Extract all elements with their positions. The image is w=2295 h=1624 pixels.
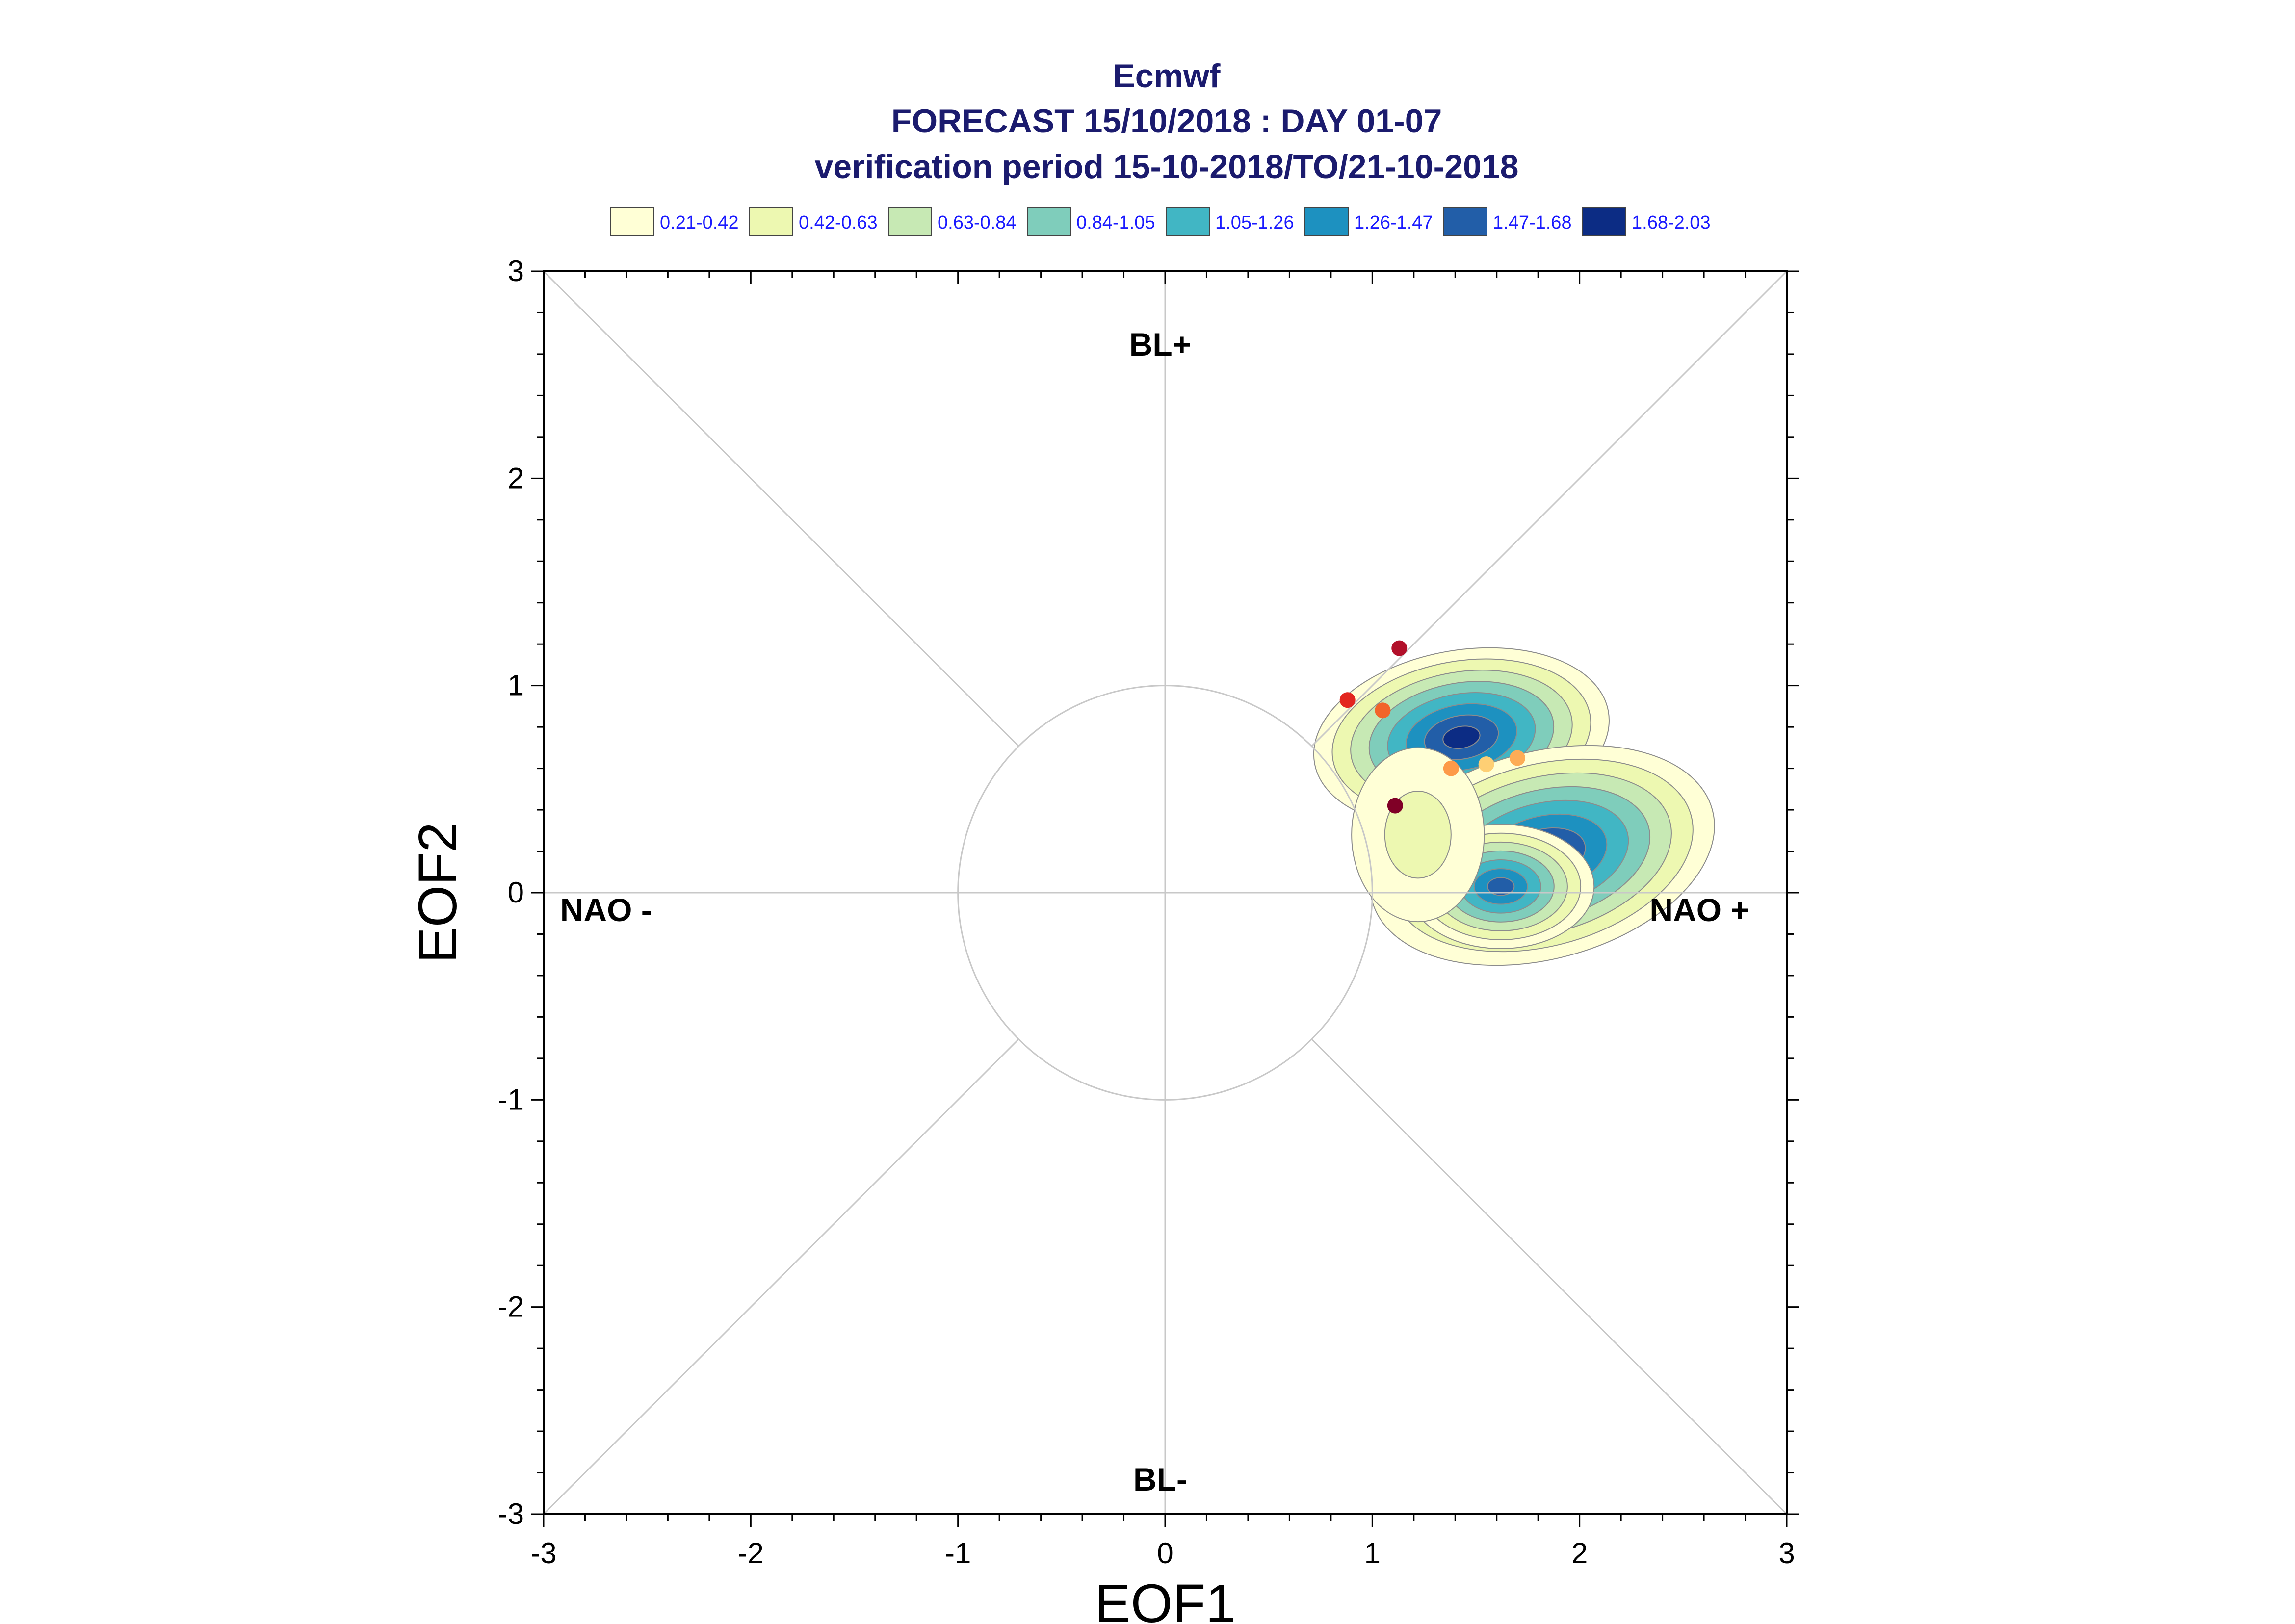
density-contour-level [1442, 725, 1481, 749]
legend-swatch [888, 207, 932, 236]
legend-swatch [1304, 207, 1349, 236]
plot-area: -3 -2 -1 0 1 2 3 -3 -2 -1 0 1 2 3 [498, 255, 1799, 1570]
legend-swatch [1443, 207, 1487, 236]
y-tick-label: -1 [498, 1083, 524, 1116]
member-point [1478, 756, 1494, 773]
member-point [1443, 760, 1459, 776]
legend-label: 0.21-0.42 [660, 212, 739, 233]
x-axis-label: EOF1 [1095, 1573, 1235, 1624]
y-axis-label: EOF2 [408, 822, 468, 963]
axis-ticks: -3 -2 -1 0 1 2 3 -3 -2 -1 0 1 2 3 [498, 255, 1799, 1570]
title-line-1: Ecmwf [1113, 57, 1221, 95]
unit-circle [957, 685, 1373, 1101]
x-tick-label: 0 [1157, 1537, 1173, 1570]
chart-title: Ecmwf FORECAST 15/10/2018 : DAY 01-07 ve… [814, 57, 1518, 185]
legend-swatch [1027, 207, 1071, 236]
x-tick-label: -1 [945, 1537, 971, 1570]
y-tick-label: 2 [508, 462, 524, 494]
title-line-2: FORECAST 15/10/2018 : DAY 01-07 [891, 103, 1442, 140]
y-tick-label: 3 [508, 255, 524, 287]
y-tick-label: 1 [508, 669, 524, 702]
legend-swatch [1582, 207, 1626, 236]
member-points [1339, 640, 1525, 814]
density-contours [1313, 647, 1715, 966]
guide-lines [543, 270, 1788, 1515]
legend-label: 1.68-2.03 [1632, 212, 1711, 233]
member-point [1339, 692, 1356, 708]
region-label-nao-plus: NAO + [1649, 892, 1749, 928]
legend-label: 1.47-1.68 [1493, 212, 1572, 233]
member-point [1387, 798, 1403, 814]
density-contour-level [1384, 791, 1452, 879]
density-contour-level [1487, 877, 1515, 896]
legend-label: 1.26-1.47 [1354, 212, 1433, 233]
diagonal-line [1311, 1038, 1788, 1515]
region-label-bl-minus: BL- [1133, 1461, 1187, 1497]
legend-swatch [1166, 207, 1210, 236]
region-label-nao-minus: NAO - [560, 892, 652, 928]
y-tick-label: -3 [498, 1497, 524, 1530]
x-tick-label: -3 [530, 1537, 556, 1570]
legend-label: 0.42-0.63 [799, 212, 878, 233]
x-tick-label: 1 [1364, 1537, 1381, 1570]
x-tick-label: 3 [1778, 1537, 1795, 1570]
y-tick-label: -2 [498, 1290, 524, 1323]
legend-swatch [749, 207, 793, 236]
member-point [1391, 640, 1408, 656]
y-tick-label: 0 [508, 876, 524, 909]
x-tick-label: -2 [738, 1537, 764, 1570]
legend-label: 0.84-1.05 [1076, 212, 1155, 233]
x-tick-label: 2 [1571, 1537, 1588, 1570]
legend-swatch [610, 207, 654, 236]
density-legend: 0.21-0.42 0.42-0.63 0.63-0.84 0.84-1.05 1.05… [610, 207, 1711, 236]
diagonal-line [1311, 270, 1788, 747]
member-point [1509, 750, 1525, 766]
diagonal-line [543, 270, 1019, 747]
legend-label: 0.63-0.84 [938, 212, 1017, 233]
region-label-bl-plus: BL+ [1129, 326, 1192, 362]
title-line-3: verification period 15-10-2018/TO/21-10-… [814, 148, 1518, 185]
diagonal-line [543, 1038, 1019, 1515]
legend-label: 1.05-1.26 [1215, 212, 1294, 233]
member-point [1375, 702, 1391, 719]
